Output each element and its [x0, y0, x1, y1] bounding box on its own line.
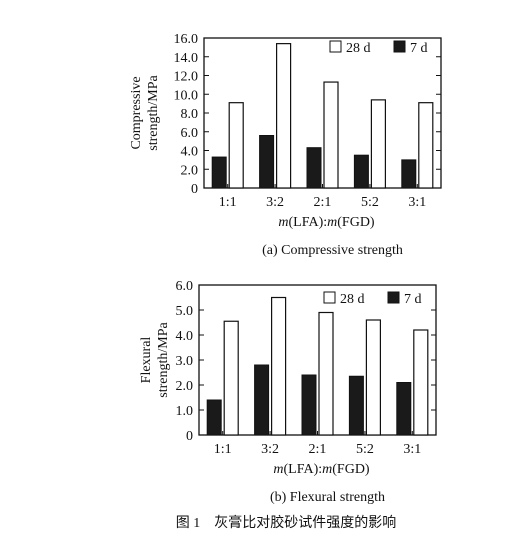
- y-axis-label: Compressive strength/MPa: [129, 74, 161, 150]
- chart-caption: (b) Flexural strength: [270, 490, 385, 505]
- legend-label-7d: 7 d: [410, 41, 428, 56]
- bar-7d: [206, 399, 222, 436]
- x-tick-label: 1:1: [214, 442, 232, 457]
- y-tick-label: 1.0: [176, 404, 194, 419]
- bar-28d: [276, 43, 292, 189]
- bar-7d: [401, 159, 417, 189]
- bar-28d: [271, 296, 287, 436]
- x-axis-label-part: (FGD): [332, 462, 370, 477]
- x-tick-label: 1:1: [219, 195, 237, 210]
- y-tick-label: 5.0: [176, 304, 194, 319]
- bar-28d: [228, 102, 244, 189]
- chart-compressive-strength: 0 2.0 4.0 6.0 8.0 10.0 12.0 14.0 16.0 1:1 3:2 2:1 5:…: [129, 32, 442, 258]
- x-tick-label: 3:2: [266, 195, 284, 210]
- bar-28d: [413, 329, 429, 436]
- y-axis-label: Flexural strength/MPa: [139, 321, 171, 397]
- bar-28d: [418, 102, 434, 189]
- legend-swatch-28d: [329, 40, 342, 53]
- bar-7d: [301, 374, 317, 436]
- x-axis-label: m(LFA):m(FGD): [278, 215, 375, 230]
- x-axis-label-part: m: [278, 215, 288, 230]
- y-axis-label-line: Compressive: [129, 76, 144, 149]
- legend-label-7d: 7 d: [404, 292, 422, 307]
- y-tick-label: 14.0: [174, 51, 199, 66]
- legend-label-28d: 28 d: [346, 41, 371, 56]
- x-tick-label: 2:1: [314, 195, 332, 210]
- bar-7d: [211, 156, 227, 189]
- bar-7d: [353, 154, 369, 189]
- bar-28d: [223, 320, 239, 436]
- bar-28d: [365, 319, 381, 436]
- legend-swatch-7d: [387, 291, 400, 304]
- x-tick-label: 3:2: [261, 442, 279, 457]
- bar-7d: [259, 135, 275, 189]
- y-tick-label: 12.0: [174, 70, 199, 85]
- bar-7d: [254, 364, 270, 436]
- y-axis-label-line: strength/MPa: [146, 74, 161, 150]
- y-tick-label: 8.0: [181, 107, 199, 122]
- x-axis-label-part: (LFA):: [284, 462, 323, 477]
- x-axis-label-part: m: [327, 215, 337, 230]
- y-axis-label-line: Flexural: [139, 337, 154, 384]
- y-tick-label: 2.0: [181, 163, 199, 178]
- legend-swatch-28d: [323, 291, 336, 304]
- x-axis-label-part: m: [322, 462, 332, 477]
- x-tick-label: 5:2: [356, 442, 374, 457]
- chart-flexural-strength: 0 1.0 2.0 3.0 4.0 5.0 6.0 1:1 3:2 2:1 5:2 3:1 28 d 7 …: [139, 279, 437, 505]
- y-tick-label: 0: [186, 429, 193, 444]
- y-tick-label: 16.0: [174, 32, 199, 47]
- y-tick-label: 2.0: [176, 379, 194, 394]
- bar-7d: [306, 147, 322, 189]
- y-tick-label: 3.0: [176, 354, 194, 369]
- y-tick-label: 6.0: [181, 126, 199, 141]
- legend-label-28d: 28 d: [340, 292, 365, 307]
- x-axis-label-part: (LFA):: [289, 215, 328, 230]
- x-axis-label: m(LFA):m(FGD): [273, 462, 370, 477]
- y-axis-label-line: strength/MPa: [156, 321, 171, 397]
- bar-28d: [323, 81, 339, 189]
- legend-swatch-7d: [393, 40, 406, 53]
- bar-7d: [348, 375, 364, 436]
- x-tick-label: 3:1: [408, 195, 426, 210]
- bar-7d: [396, 382, 412, 436]
- y-tick-label: 4.0: [181, 145, 199, 160]
- x-tick-label: 3:1: [403, 442, 421, 457]
- chart-caption: (a) Compressive strength: [262, 243, 403, 258]
- figure-caption: 图 1 灰膏比对胶砂试件强度的影响: [176, 514, 397, 531]
- legend: 28 d 7 d: [329, 40, 428, 56]
- x-axis-label-part: m: [273, 462, 283, 477]
- y-tick-label: 0: [191, 182, 198, 197]
- bar-28d: [318, 311, 334, 436]
- x-axis-label-part: (FGD): [337, 215, 375, 230]
- y-tick-label: 10.0: [174, 88, 199, 103]
- y-tick-label: 4.0: [176, 329, 194, 344]
- x-tick-label: 2:1: [309, 442, 327, 457]
- y-tick-label: 6.0: [176, 279, 194, 294]
- bar-28d: [370, 99, 386, 189]
- legend: 28 d 7 d: [323, 291, 422, 307]
- x-tick-label: 5:2: [361, 195, 379, 210]
